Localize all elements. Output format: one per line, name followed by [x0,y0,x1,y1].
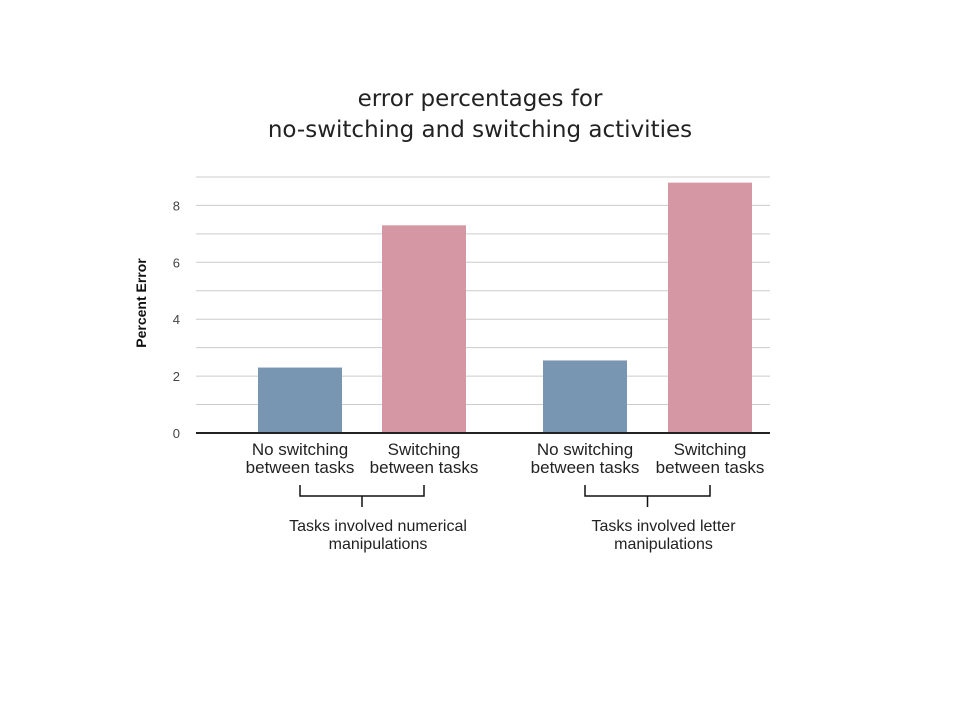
y-tick-label: 4 [173,312,180,327]
bar [543,360,627,433]
y-tick-label: 8 [173,198,180,213]
y-axis-title: Percent Error [133,258,149,348]
category-label: No switching between tasks [530,440,640,477]
y-tick-label: 2 [173,369,180,384]
bar [258,367,342,433]
category-label: Switching between tasks [369,440,479,477]
group-label: Tasks involved numerical manipulations [289,518,467,553]
bars [258,182,752,433]
y-tick-label: 0 [173,426,180,441]
bar [668,182,752,433]
category-label: No switching between tasks [245,440,355,477]
y-tick-labels: 0 2 4 6 8 [173,198,180,441]
group-bracket [584,485,711,507]
y-tick-label: 6 [173,255,180,270]
group-brackets [299,485,711,507]
bar [382,225,466,433]
group-label: Tasks involved letter manipulations [591,518,736,553]
group-bracket [299,485,425,507]
chart-title-line-2: no-switching and switching activities [267,117,693,143]
category-label: Switching between tasks [655,440,765,477]
chart-title-line-1: error percentages for [357,86,603,112]
